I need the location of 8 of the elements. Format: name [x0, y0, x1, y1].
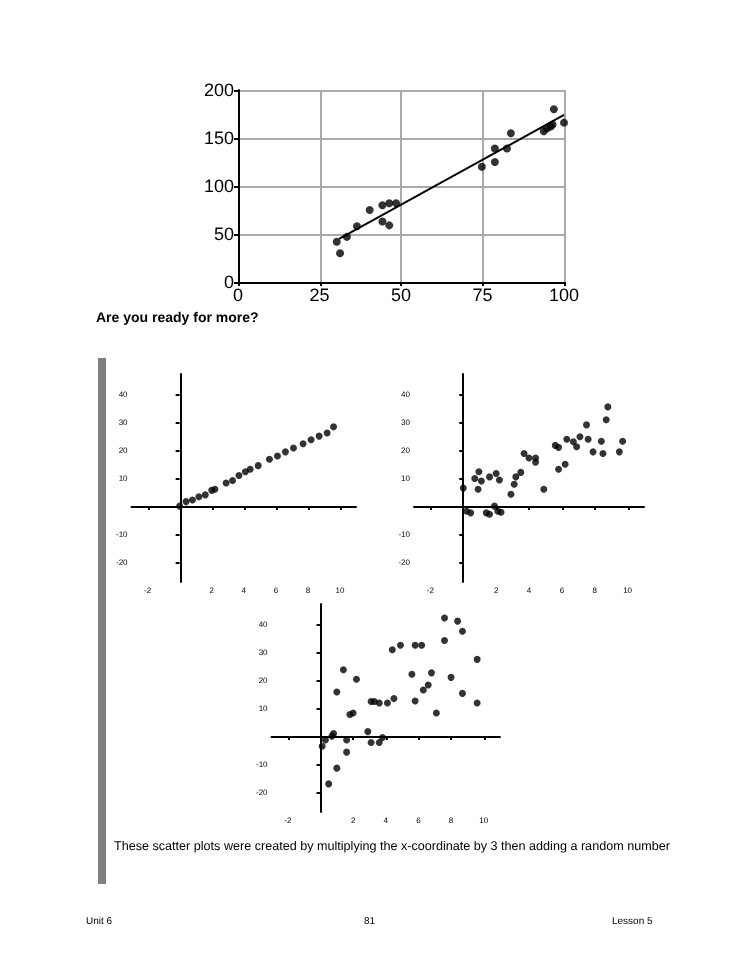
- y-tick-label: 50: [213, 224, 234, 244]
- y-tick-label: 150: [203, 128, 234, 148]
- y-tick-label: 0: [223, 272, 234, 292]
- x-tick-label: 25: [309, 285, 330, 305]
- y-tick-label: 200: [203, 80, 234, 100]
- y-tick-label: 100: [203, 176, 234, 196]
- x-tick-label: 75: [472, 285, 493, 305]
- x-tick-label: 100: [548, 285, 580, 305]
